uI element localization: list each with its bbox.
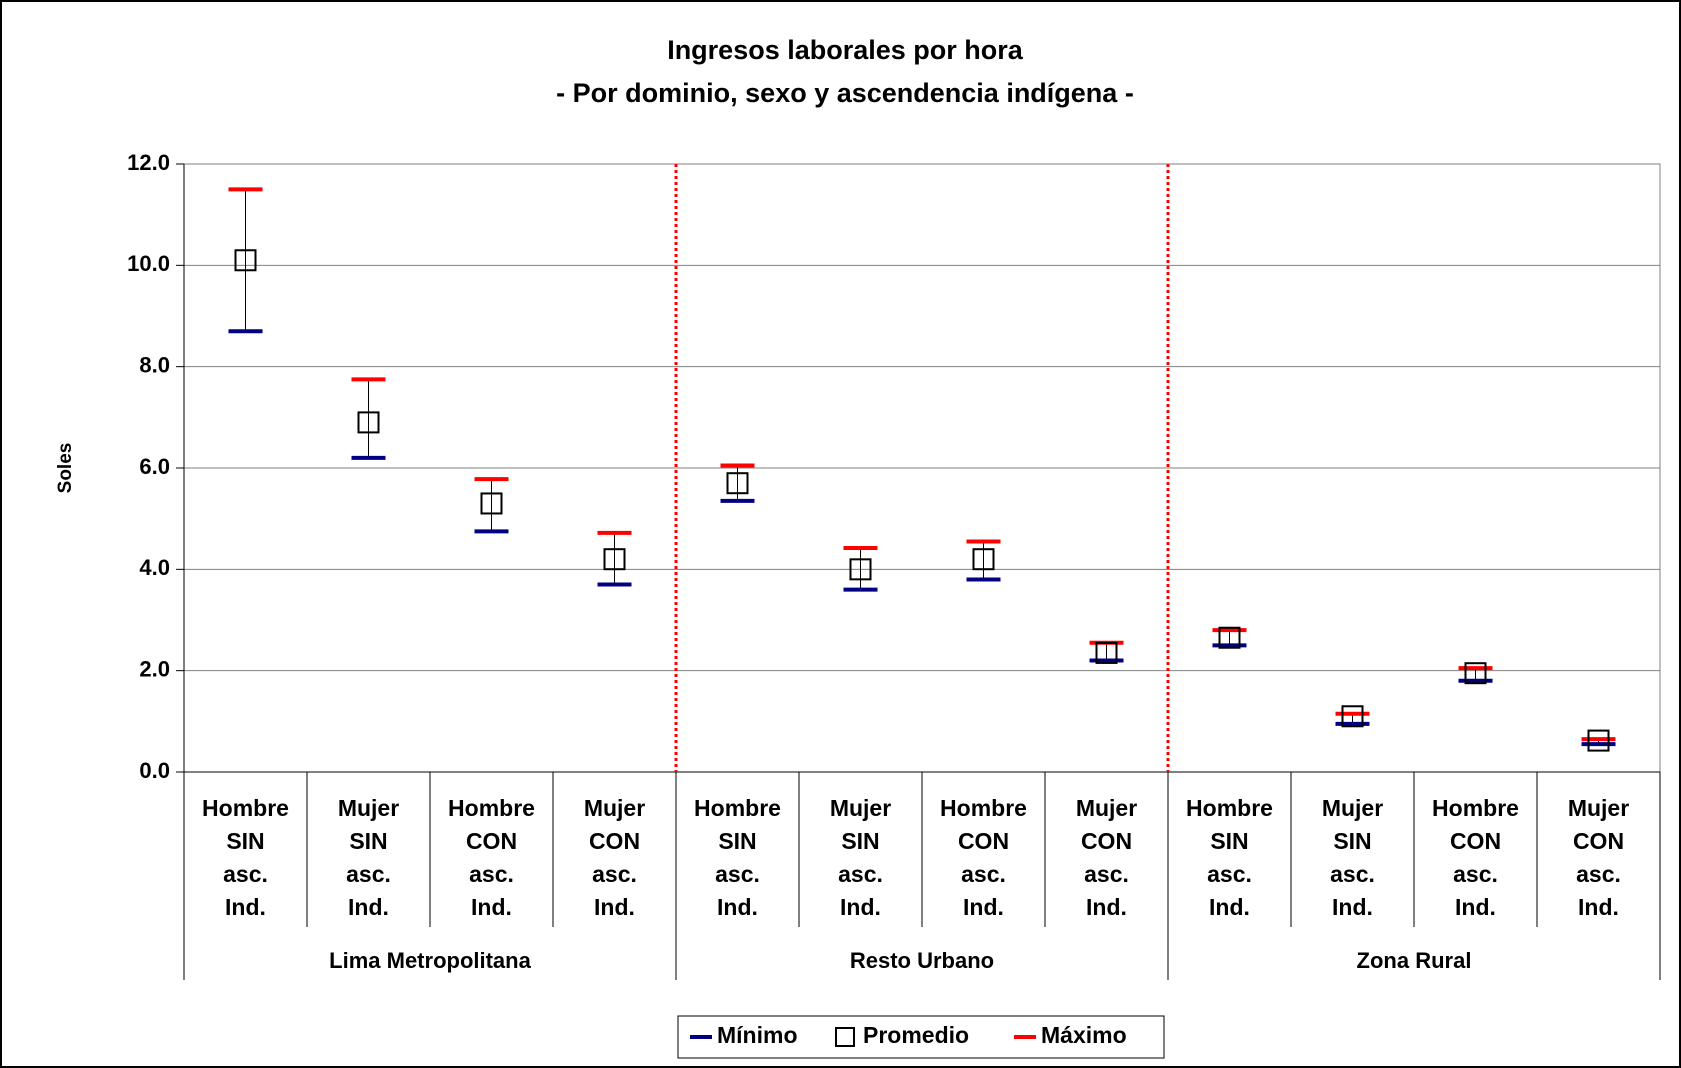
x-tick-label: asc.	[469, 861, 514, 887]
x-tick-label: asc.	[1453, 861, 1498, 887]
x-tick-label: asc.	[223, 861, 268, 887]
x-tick-label: Ind.	[840, 894, 881, 920]
y-tick-label: 12.0	[127, 150, 170, 175]
mean-marker	[234, 249, 257, 272]
x-tick-label: asc.	[715, 861, 760, 887]
x-tick-label: Mujer	[830, 795, 891, 821]
x-tick-label: CON	[1081, 828, 1132, 854]
x-tick-label: asc.	[1330, 861, 1375, 887]
x-tick-label: Ind.	[1332, 894, 1373, 920]
mean-marker	[1587, 729, 1610, 752]
x-tick-label: Ind.	[963, 894, 1004, 920]
mean-marker	[1464, 662, 1487, 685]
x-tick-label: Ind.	[471, 894, 512, 920]
legend-box	[677, 1015, 1165, 1059]
x-tick-label: Ind.	[348, 894, 389, 920]
legend-swatch	[835, 1027, 855, 1047]
x-tick-label: Ind.	[1455, 894, 1496, 920]
x-tick-label: Ind.	[225, 894, 266, 920]
mean-marker	[357, 411, 380, 434]
legend-label: Mínimo	[717, 1022, 798, 1048]
x-tick-label: SIN	[349, 828, 387, 854]
mean-marker	[1095, 641, 1118, 664]
x-tick-label: Hombre	[940, 795, 1027, 821]
x-tick-label: SIN	[718, 828, 756, 854]
x-tick-label: Ind.	[1086, 894, 1127, 920]
x-tick-label: CON	[589, 828, 640, 854]
x-tick-label: CON	[958, 828, 1009, 854]
mean-marker	[1341, 705, 1364, 728]
y-tick-label: 6.0	[139, 454, 170, 479]
mean-marker	[726, 472, 749, 495]
x-tick-label: asc.	[961, 861, 1006, 887]
mean-marker	[603, 548, 626, 571]
x-tick-label: asc.	[592, 861, 637, 887]
legend-label: Máximo	[1041, 1022, 1127, 1048]
x-tick-label: asc.	[1576, 861, 1621, 887]
y-tick-label: 8.0	[139, 352, 170, 377]
x-tick-label: asc.	[1084, 861, 1129, 887]
x-tick-label: CON	[466, 828, 517, 854]
mean-marker	[1218, 626, 1241, 649]
x-tick-label: SIN	[226, 828, 264, 854]
x-tick-label: Hombre	[1432, 795, 1519, 821]
x-tick-label: Mujer	[1322, 795, 1383, 821]
x-tick-label: Ind.	[1209, 894, 1250, 920]
x-tick-label: Hombre	[1186, 795, 1273, 821]
y-tick-label: 0.0	[139, 758, 170, 783]
group-label: Resto Urbano	[850, 948, 994, 973]
mean-marker	[972, 548, 995, 571]
x-tick-label: Ind.	[594, 894, 635, 920]
group-label: Zona Rural	[1357, 948, 1472, 973]
x-tick-label: Ind.	[1578, 894, 1619, 920]
x-tick-label: Hombre	[448, 795, 535, 821]
x-tick-label: SIN	[1210, 828, 1248, 854]
mean-marker	[480, 492, 503, 515]
x-tick-label: Hombre	[202, 795, 289, 821]
chart-subtitle: - Por dominio, sexo y ascendencia indíge…	[556, 78, 1134, 108]
y-axis-label: Soles	[55, 443, 76, 494]
chart-title: Ingresos laborales por hora	[667, 35, 1024, 65]
x-tick-label: CON	[1573, 828, 1624, 854]
x-tick-label: asc.	[838, 861, 883, 887]
x-tick-label: Mujer	[584, 795, 645, 821]
x-tick-label: Ind.	[717, 894, 758, 920]
x-tick-label: Hombre	[694, 795, 781, 821]
x-tick-label: SIN	[841, 828, 879, 854]
x-tick-label: Mujer	[1076, 795, 1137, 821]
x-tick-label: CON	[1450, 828, 1501, 854]
x-tick-label: asc.	[1207, 861, 1252, 887]
x-tick-label: Mujer	[1568, 795, 1629, 821]
legend-label: Promedio	[863, 1022, 969, 1048]
x-tick-label: SIN	[1333, 828, 1371, 854]
group-label: Lima Metropolitana	[329, 948, 531, 973]
y-tick-label: 4.0	[139, 555, 170, 580]
mean-marker	[849, 558, 872, 581]
x-tick-label: asc.	[346, 861, 391, 887]
x-tick-label: Mujer	[338, 795, 399, 821]
y-tick-label: 10.0	[127, 251, 170, 276]
y-tick-label: 2.0	[139, 656, 170, 681]
